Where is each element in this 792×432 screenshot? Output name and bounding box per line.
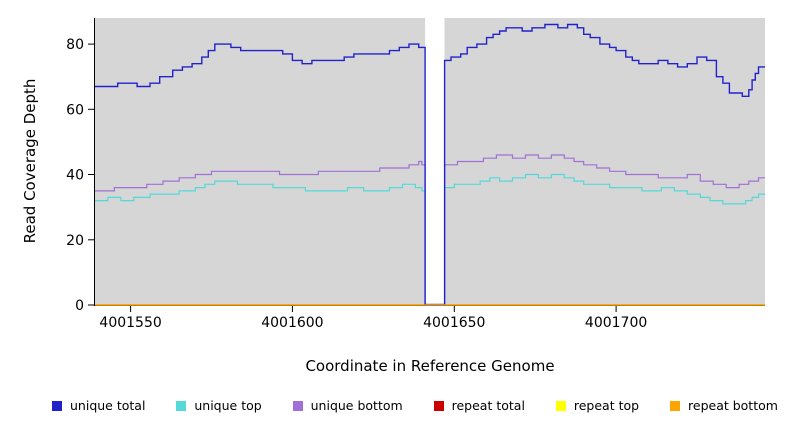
legend-label: repeat total xyxy=(451,398,525,413)
y-tick-label: 80 xyxy=(66,37,84,53)
x-axis: 4001550 4001600 4001650 4001700 xyxy=(95,305,765,331)
legend-item: repeat bottom xyxy=(670,398,778,413)
legend-item: unique bottom xyxy=(292,398,403,413)
legend-label: unique top xyxy=(194,398,262,413)
legend-swatch xyxy=(555,400,566,411)
legend-item: unique top xyxy=(176,398,262,413)
x-tick-label: 4001550 xyxy=(99,315,161,331)
series-line-unique-total xyxy=(95,23,765,306)
legend-item: repeat total xyxy=(433,398,525,413)
legend-swatch xyxy=(52,400,62,411)
series-line-unique-top xyxy=(95,173,765,306)
legend-swatch xyxy=(433,400,444,411)
y-tick-label: 20 xyxy=(66,233,84,249)
legend-swatch xyxy=(176,400,187,411)
legend-item: unique total xyxy=(52,398,145,413)
x-axis-title: Coordinate in Reference Genome xyxy=(305,357,555,375)
x-tick-label: 4001600 xyxy=(261,315,323,331)
y-tick-label: 0 xyxy=(75,298,84,314)
legend-label: repeat top xyxy=(573,398,640,413)
legend-item: repeat top xyxy=(555,398,640,413)
y-axis: 0 20 40 60 80 xyxy=(66,18,95,314)
y-tick-label: 60 xyxy=(66,102,84,118)
series-line-unique-bottom xyxy=(95,154,765,306)
legend-swatch xyxy=(670,400,681,411)
legend-label: unique total xyxy=(70,398,146,413)
legend: unique total unique top unique bottom repea… xyxy=(52,398,778,413)
x-tick-label: 4001700 xyxy=(585,315,647,331)
x-tick-label: 4001650 xyxy=(423,315,485,331)
y-tick-label: 40 xyxy=(66,168,84,184)
y-axis-title: Read Coverage Depth xyxy=(21,78,39,244)
legend-swatch xyxy=(292,400,303,411)
gap-band xyxy=(425,13,445,303)
legend-label: unique bottom xyxy=(310,398,403,413)
legend-label: repeat bottom xyxy=(688,398,778,413)
